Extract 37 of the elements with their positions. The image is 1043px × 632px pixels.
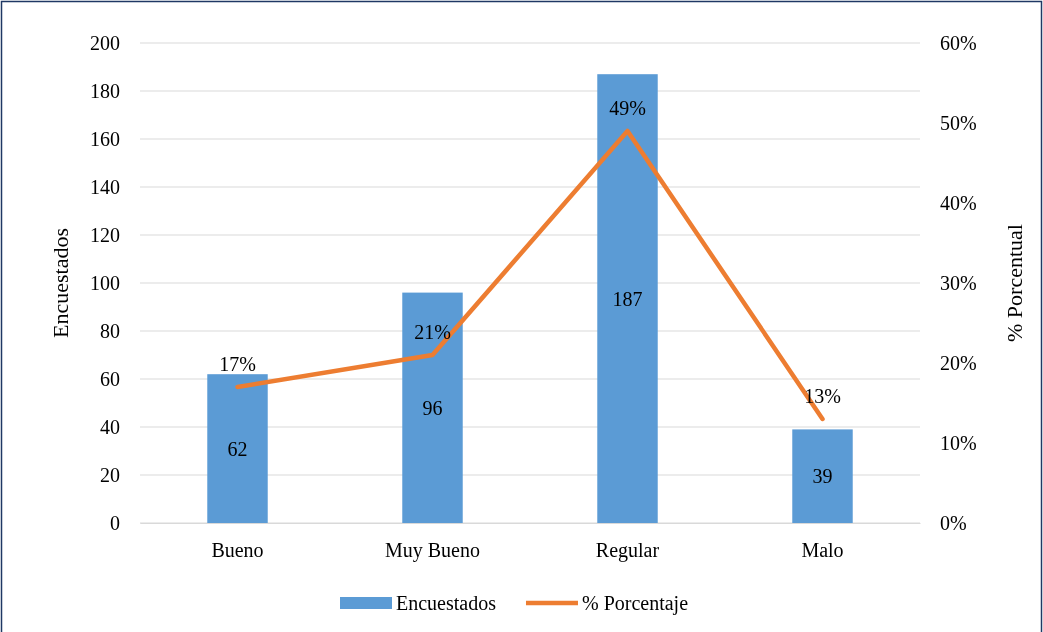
bar — [597, 74, 658, 523]
y-axis-title: Encuestados — [48, 228, 73, 338]
y2-tick-label: 30% — [940, 271, 977, 294]
y-tick-label: 140 — [90, 175, 120, 198]
y-tick-label: 0 — [110, 511, 120, 534]
legend-label: % Porcentaje — [581, 592, 689, 615]
data-label: 187 — [612, 287, 643, 310]
data-label: 39 — [812, 465, 833, 488]
data-label: 49% — [609, 97, 646, 119]
data-label: 21% — [414, 321, 451, 343]
y2-tick-label: 0% — [940, 511, 967, 534]
y-tick-label: 180 — [90, 79, 120, 102]
y-tick-label: 160 — [90, 127, 120, 150]
data-label: 17% — [219, 353, 256, 375]
y-tick-label: 200 — [90, 31, 120, 54]
y-tick-label: 100 — [90, 271, 120, 294]
x-tick-label: Muy Bueno — [385, 539, 480, 563]
bar — [402, 292, 463, 523]
y-tick-label: 60 — [100, 367, 120, 390]
y-tick-label: 80 — [100, 319, 120, 342]
x-tick-label: Malo — [801, 539, 844, 562]
x-tick-label: Regular — [595, 539, 660, 563]
legend-label: Encuestados — [396, 592, 497, 614]
data-label: 62 — [227, 437, 248, 460]
y2-tick-label: 60% — [940, 31, 977, 54]
y-tick-label: 120 — [90, 223, 120, 246]
y2-tick-label: 50% — [940, 111, 977, 134]
y2-tick-label: 20% — [940, 351, 977, 374]
y2-axis-title: % Porcentual — [1002, 224, 1027, 342]
y2-tick-label: 10% — [940, 431, 977, 454]
data-label: 96 — [422, 396, 443, 419]
x-tick-label: Bueno — [211, 539, 264, 562]
y-tick-label: 40 — [100, 415, 120, 438]
y2-tick-label: 40% — [940, 191, 977, 214]
bar — [792, 429, 853, 523]
bar — [207, 374, 268, 523]
y-tick-label: 20 — [100, 463, 120, 486]
